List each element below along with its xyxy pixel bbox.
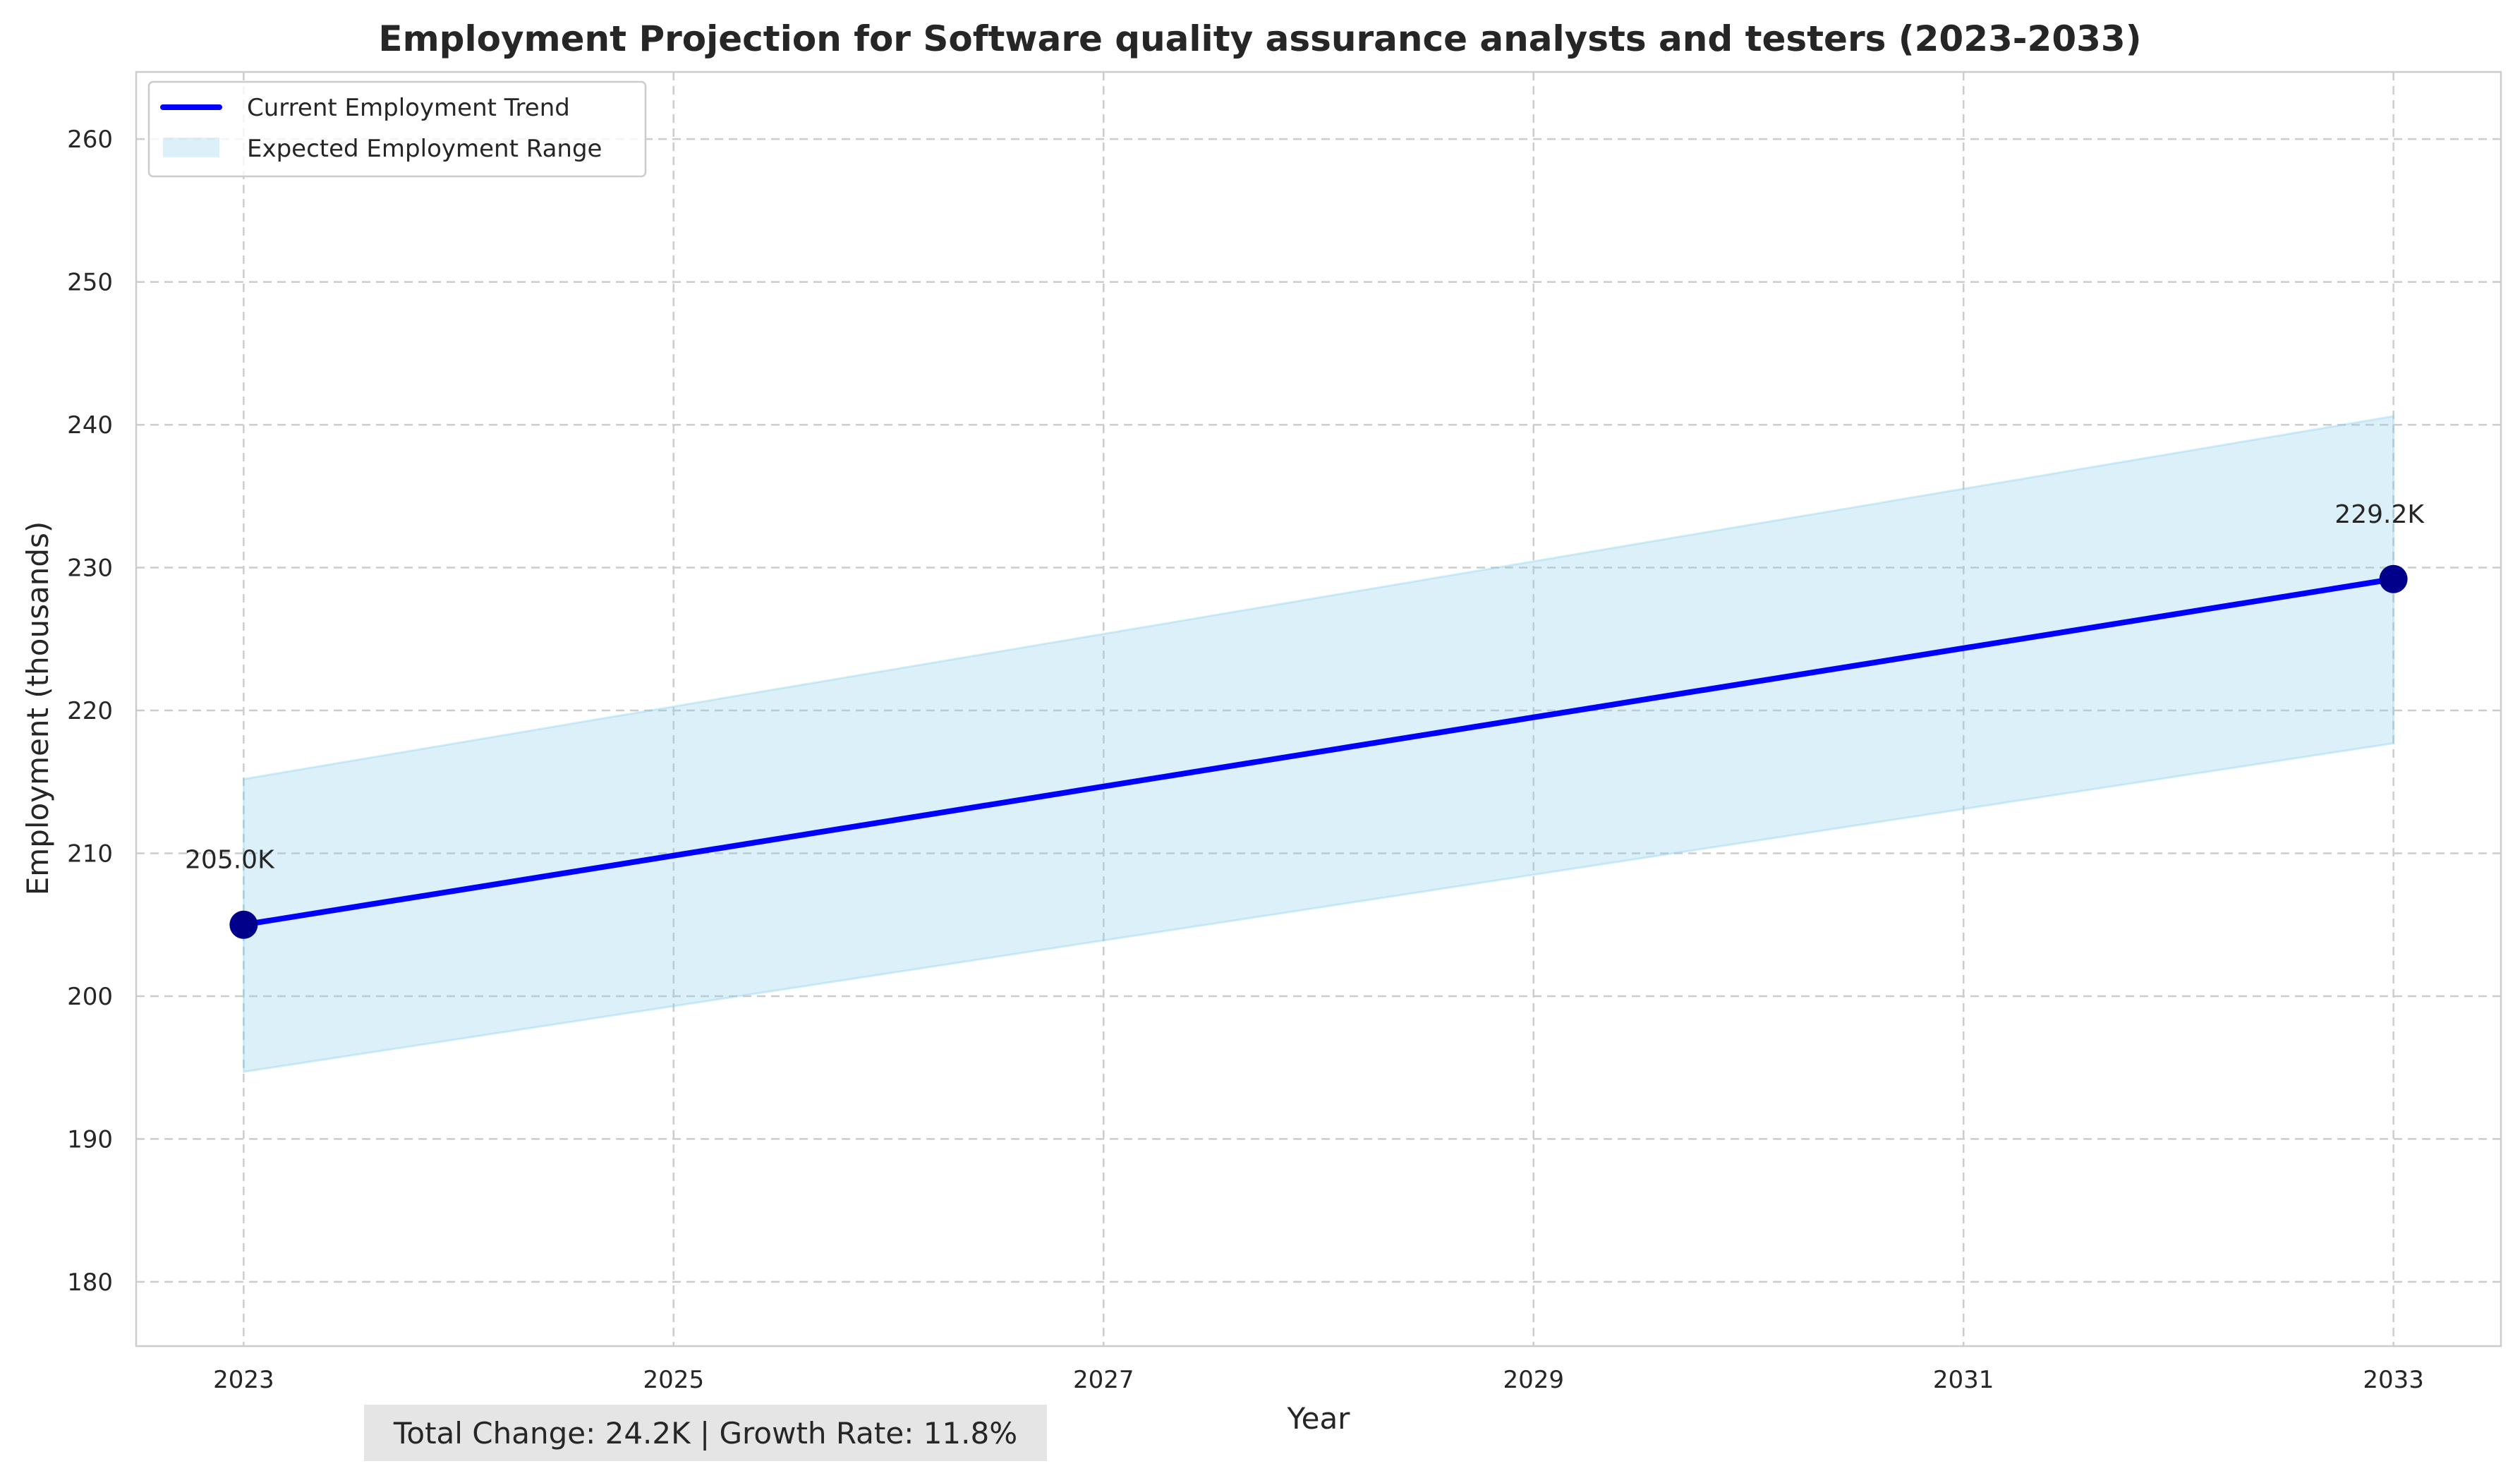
x-tick-labels: 2023 2025 2027 2029 2031 2033 <box>213 1366 2424 1394</box>
legend-band-swatch <box>163 138 219 157</box>
range-band-group <box>242 415 2395 1074</box>
expected-range-band <box>242 415 2395 1074</box>
x-axis-label: Year <box>1287 1401 1351 1436</box>
legend: Current Employment Trend Expected Employ… <box>147 80 647 178</box>
y-tick-label: 190 <box>67 1125 113 1154</box>
grid <box>136 72 2501 1346</box>
y-tick-label: 230 <box>67 555 113 583</box>
x-tick-label: 2023 <box>213 1366 274 1394</box>
legend-box <box>147 80 647 178</box>
x-tick-label: 2025 <box>643 1366 705 1394</box>
y-tick-label: 240 <box>67 411 113 440</box>
value-annotation: 229.2K <box>2334 500 2425 529</box>
plot-frame <box>135 71 2502 1348</box>
y-tick-label: 260 <box>67 126 113 154</box>
y-tick-label: 200 <box>67 983 113 1011</box>
y-tick-label: 210 <box>67 840 113 868</box>
annotations-group: 205.0K 229.2K <box>185 500 2425 875</box>
x-tick-label: 2027 <box>1073 1366 1134 1394</box>
trend-line-group <box>241 576 2397 928</box>
x-tick-label: 2031 <box>1933 1366 1994 1394</box>
chart-title: Employment Projection for Software quali… <box>378 18 2141 59</box>
y-tick-labels: 180 190 200 210 220 230 240 250 260 <box>67 126 113 1297</box>
markers-group <box>229 564 2408 939</box>
x-tick-label: 2029 <box>1503 1366 1564 1394</box>
trend-line <box>241 576 2397 928</box>
legend-label-current-trend: Current Employment Trend <box>247 94 570 122</box>
data-point-marker <box>229 910 258 939</box>
summary-text: Total Change: 24.2K | Growth Rate: 11.8% <box>393 1416 1017 1451</box>
x-tick-label: 2033 <box>2363 1366 2424 1394</box>
y-tick-label: 180 <box>67 1269 113 1297</box>
y-tick-label: 220 <box>67 697 113 725</box>
y-axis-label: Employment (thousands) <box>20 521 55 895</box>
summary-background <box>364 1405 1047 1461</box>
summary-box: Total Change: 24.2K | Growth Rate: 11.8% <box>364 1405 1047 1461</box>
legend-label-expected-range: Expected Employment Range <box>247 135 602 163</box>
value-annotation: 205.0K <box>185 846 275 875</box>
data-point-marker <box>2379 564 2408 593</box>
y-tick-label: 250 <box>67 269 113 297</box>
